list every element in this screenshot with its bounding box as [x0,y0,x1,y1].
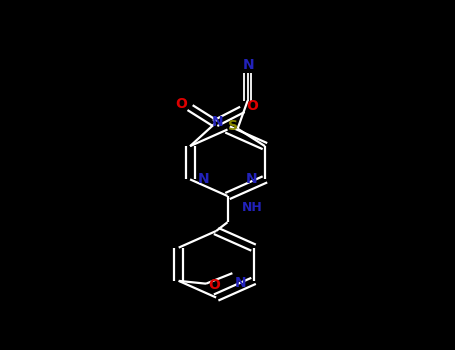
Text: NH: NH [242,201,263,214]
Text: N: N [198,172,210,186]
Text: O: O [208,279,220,293]
Text: N: N [235,276,247,290]
Text: O: O [175,97,187,111]
Text: S: S [228,119,238,133]
Text: O: O [247,99,258,113]
Text: N: N [245,172,257,186]
Text: N: N [212,115,223,129]
Text: N: N [243,58,254,72]
